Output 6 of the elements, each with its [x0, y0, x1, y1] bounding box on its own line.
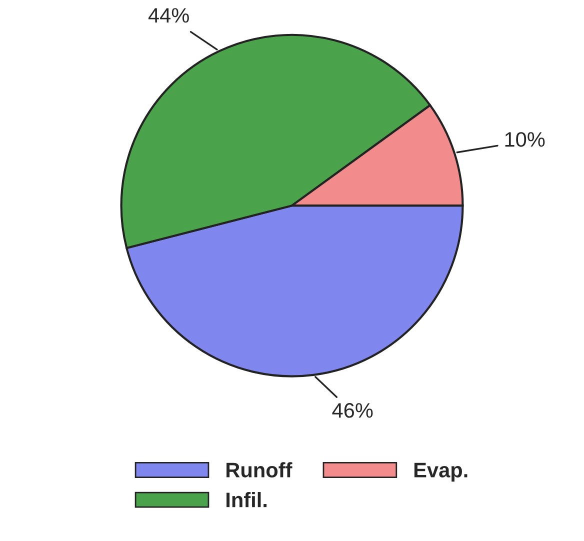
legend-label: Infil. [226, 492, 267, 508]
data-label: 46% [332, 403, 373, 418]
data-label: 10% [505, 132, 545, 147]
legend-label: Evap. [414, 462, 468, 482]
data-label: 44% [148, 8, 189, 23]
legend-label: Runoff [226, 462, 292, 478]
